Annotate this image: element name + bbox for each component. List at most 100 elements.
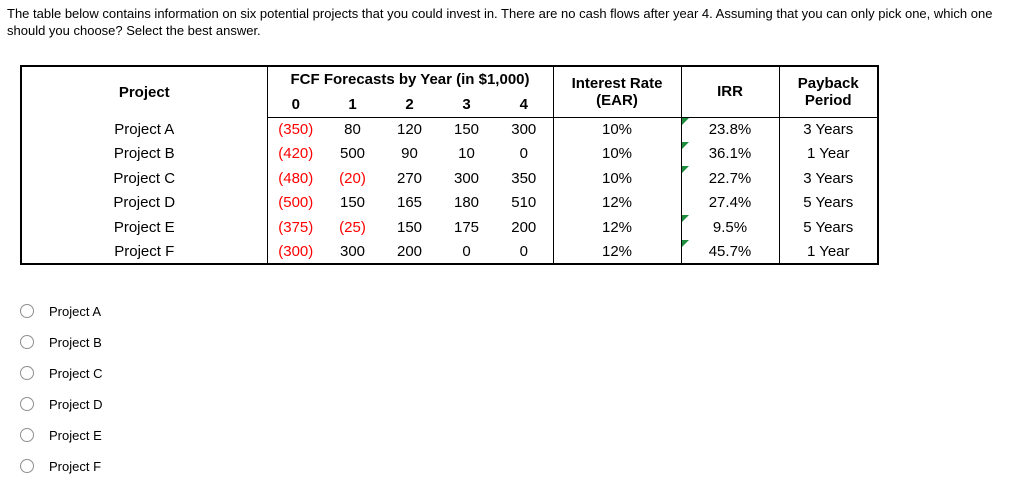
irr-cell: 27.4% <box>680 190 779 215</box>
irr-cell: 36.1% <box>680 141 779 166</box>
year-header-2: 2 <box>381 92 438 118</box>
payback-cell: 3 Years <box>778 117 878 142</box>
answer-options: Project A Project B Project C Project D … <box>20 303 103 474</box>
table-row-project-a: Project A (350) 80 120 150 300 10% 23.8%… <box>21 117 878 142</box>
fcf-year1-cell: 80 <box>344 121 361 138</box>
fcf-year3-cell: 150 <box>453 121 480 138</box>
column-header-project: Project <box>118 83 170 101</box>
year-header-0: 0 <box>266 92 324 118</box>
formula-flag-icon <box>681 141 689 149</box>
fcf-year3-cell: 180 <box>453 194 480 212</box>
fcf-year3-cell: 300 <box>453 169 480 187</box>
project-name-cell: Project E <box>113 218 175 236</box>
interest-rate-cell: 10% <box>552 117 681 142</box>
option-label[interactable]: Project A <box>49 303 102 319</box>
payback-header-line2: Period <box>804 91 852 109</box>
year-header-3: 3 <box>438 92 495 118</box>
formula-flag-icon <box>681 239 689 247</box>
payback-cell: 5 Years <box>778 190 878 215</box>
option-label[interactable]: Project C <box>49 365 103 381</box>
fcf-year0-cell: (480) <box>266 166 324 191</box>
table-row-project-c: Project C (480) (20) 270 300 350 10% 22.… <box>21 166 878 191</box>
table-row-project-f: Project F (300) 300 200 0 0 12% 45.7% 1 … <box>21 239 878 264</box>
fcf-year0-cell: (350) <box>266 117 324 142</box>
year-header-1: 1 <box>324 92 381 118</box>
fcf-year4-cell: 510 <box>511 194 537 212</box>
fcf-year4-cell: 0 <box>519 145 528 163</box>
question-text: The table below contains information on … <box>7 6 993 38</box>
formula-flag-icon <box>681 215 689 222</box>
irr-cell: 9.5% <box>680 215 779 240</box>
interest-header-line1: Interest Rate <box>571 74 663 92</box>
fcf-year3-cell: 10 <box>458 145 475 163</box>
table-row-project-d: Project D (500) 150 165 180 510 12% 27.4… <box>21 190 878 215</box>
fcf-year0-cell: (420) <box>266 141 324 166</box>
fcf-year2-cell: 90 <box>401 145 418 163</box>
interest-rate-cell: 10% <box>552 166 681 191</box>
radio-button-project-e[interactable] <box>20 428 34 442</box>
fcf-year0-cell: (300) <box>266 239 324 264</box>
fcf-year0-cell: (500) <box>266 190 324 215</box>
interest-rate-cell: 12% <box>552 190 681 215</box>
fcf-year1-cell: (20) <box>339 169 366 187</box>
option-label[interactable]: Project E <box>49 427 102 443</box>
payback-cell: 1 Year <box>778 239 878 264</box>
formula-flag-icon <box>681 117 689 125</box>
radio-button-project-c[interactable] <box>20 366 34 380</box>
option-project-e[interactable]: Project E <box>20 427 102 443</box>
formula-flag-icon <box>681 166 689 173</box>
fcf-year4-cell: 200 <box>511 218 537 236</box>
option-label[interactable]: Project F <box>49 458 102 474</box>
interest-rate-cell: 12% <box>552 239 681 264</box>
interest-header-line2: (EAR) <box>596 91 638 109</box>
fcf-year1-cell: 300 <box>339 242 366 260</box>
irr-cell: 22.7% <box>680 166 779 191</box>
fcf-year4-cell: 350 <box>511 169 537 187</box>
fcf-year1-cell: 150 <box>339 194 366 212</box>
fcf-year1-cell: 500 <box>339 145 366 163</box>
interest-rate-cell: 10% <box>552 141 681 166</box>
fcf-year0-cell: (375) <box>266 215 324 240</box>
option-project-a[interactable]: Project A <box>20 303 102 319</box>
fcf-year3-cell: 175 <box>453 218 480 236</box>
project-name-cell: Project C <box>113 169 176 187</box>
projects-table: Project FCF Forecasts by Year (in $1,000… <box>20 65 879 265</box>
fcf-year4-cell: 300 <box>511 121 537 138</box>
payback-cell: 5 Years <box>778 215 878 240</box>
table-row-project-e: Project E (375) (25) 150 175 200 12% 9.5… <box>21 215 878 240</box>
radio-button-project-b[interactable] <box>20 335 34 349</box>
column-header-interest-rate: Interest Rate (EAR) <box>552 66 681 118</box>
fcf-year2-cell: 200 <box>396 242 423 260</box>
column-header-irr: IRR <box>680 66 779 118</box>
interest-rate-cell: 12% <box>552 215 681 240</box>
option-project-b[interactable]: Project B <box>20 334 102 350</box>
project-name-cell: Project B <box>113 145 175 163</box>
option-label[interactable]: Project D <box>49 396 103 412</box>
project-name-cell: Project A <box>114 120 175 138</box>
payback-cell: 1 Year <box>778 141 878 166</box>
payback-header-line1: Payback <box>797 74 859 92</box>
fcf-year2-cell: 270 <box>396 169 423 187</box>
option-project-c[interactable]: Project C <box>20 365 103 381</box>
fcf-year3-cell: 0 <box>462 242 471 260</box>
fcf-year2-cell: 165 <box>396 194 423 212</box>
column-group-header-fcf: FCF Forecasts by Year (in $1,000) <box>266 66 553 92</box>
radio-button-project-a[interactable] <box>20 304 34 318</box>
irr-cell: 23.8% <box>680 117 779 142</box>
payback-cell: 3 Years <box>778 166 878 191</box>
column-header-payback: Payback Period <box>778 66 878 118</box>
table-row-project-b: Project B (420) 500 90 10 0 10% 36.1% 1 … <box>21 141 878 166</box>
option-project-f[interactable]: Project F <box>20 458 102 474</box>
irr-cell: 45.7% <box>680 239 779 264</box>
option-label[interactable]: Project B <box>49 334 102 350</box>
fcf-year2-cell: 120 <box>396 121 423 138</box>
option-project-d[interactable]: Project D <box>20 396 103 412</box>
radio-button-project-f[interactable] <box>20 459 34 473</box>
fcf-year2-cell: 150 <box>396 218 423 236</box>
project-name-cell: Project D <box>113 194 176 212</box>
year-header-4: 4 <box>495 92 553 118</box>
fcf-year4-cell: 0 <box>519 242 528 260</box>
fcf-year1-cell: (25) <box>339 218 366 236</box>
project-name-cell: Project F <box>114 242 175 260</box>
radio-button-project-d[interactable] <box>20 397 34 411</box>
